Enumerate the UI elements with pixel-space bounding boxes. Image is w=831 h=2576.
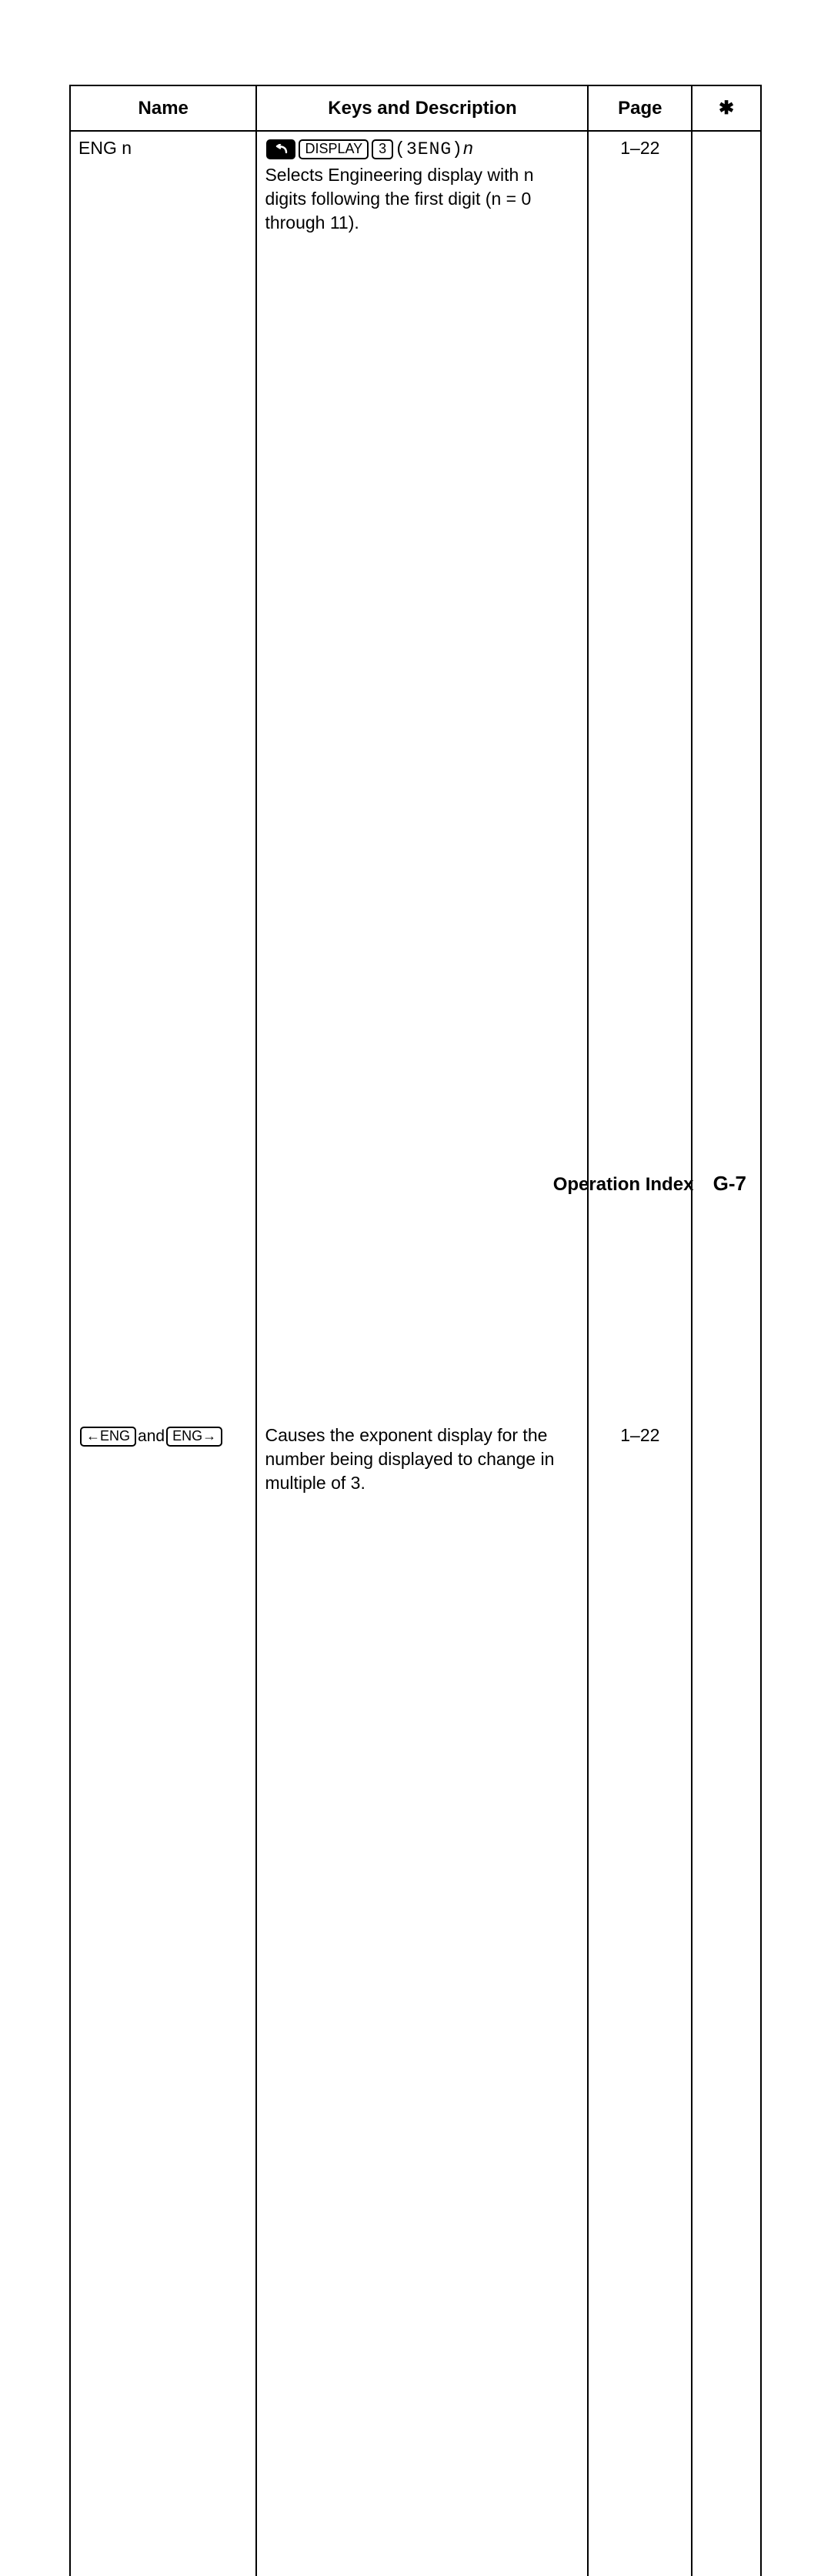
key-eng: ENG→ <box>166 1427 222 1447</box>
col-header-name: Name <box>70 85 256 131</box>
cell-star <box>692 1419 761 2576</box>
desc-text: Selects Engineering display with n digit… <box>265 163 579 235</box>
table-row: ENG n DISPLAY3(3ENG)n Selects Engineering … <box>70 131 761 1419</box>
page-ref: 1–22 <box>620 1423 659 1447</box>
operation-index-table: Name Keys and Description Page ✱ ENG nDI… <box>69 85 762 2576</box>
page: Name Keys and Description Page ✱ ENG nDI… <box>0 0 831 1288</box>
cell-desc: Causes the exponent display for the numb… <box>256 1419 588 2576</box>
desc-text: Causes the exponent display for the numb… <box>265 1423 579 1495</box>
cell-name: ENG n <box>70 131 256 1419</box>
cell-page: 1–22 <box>588 1419 692 2576</box>
key-3: 3 <box>372 139 393 159</box>
cell-star <box>692 131 761 1419</box>
footer-title: Operation Index <box>553 1174 694 1195</box>
footer-page: G-7 <box>713 1172 746 1195</box>
cell-page: 1–22 <box>588 131 692 1419</box>
table-row: ←ENGandENG→Causes the exponent display f… <box>70 1419 761 2576</box>
col-header-page: Page <box>588 85 692 131</box>
key-eng: ←ENG <box>80 1427 136 1447</box>
cell-desc: DISPLAY3(3ENG)n Selects Engineering displ… <box>256 131 588 1419</box>
table-header-row: Name Keys and Description Page ✱ <box>70 85 761 131</box>
col-header-star: ✱ <box>692 85 761 131</box>
cell-name: ←ENGandENG→ <box>70 1419 256 2576</box>
desc-italic: n <box>463 138 473 158</box>
key-display: DISPLAY <box>299 139 369 159</box>
page-ref: 1–22 <box>620 136 659 160</box>
col-header-desc: Keys and Description <box>256 85 588 131</box>
desc-inline: and <box>138 1427 165 1445</box>
shift-left-key-icon <box>266 139 295 159</box>
calc-text: (3ENG) <box>395 139 463 159</box>
page-footer: Operation Index G-7 <box>553 1172 746 1196</box>
